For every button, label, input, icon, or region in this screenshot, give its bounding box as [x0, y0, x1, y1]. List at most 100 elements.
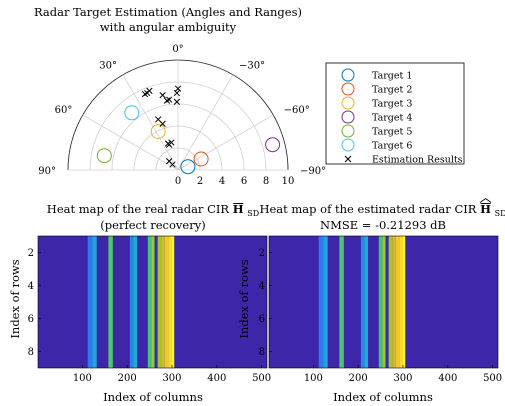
heatmap-estimated-ytick-0: 2 — [259, 248, 265, 259]
polar-angle-tick-0: 0° — [172, 44, 183, 55]
polar-estimates — [141, 85, 182, 168]
heatmap-estimated-stripe-3 — [360, 236, 365, 368]
polar-radial-tick-2: 4 — [219, 176, 225, 187]
heatmap-real-stripe-10 — [164, 236, 169, 368]
heatmap-real-ytick-2: 6 — [28, 314, 34, 325]
legend-marker-target-5 — [341, 124, 355, 138]
heatmap-estimated-title: Heat map of the estimated radar CIR H SD — [259, 202, 505, 218]
heatmap-estimated-ytick-1: 4 — [259, 281, 265, 292]
target-marker-1 — [180, 159, 196, 175]
estimate-marker-6 — [166, 96, 173, 103]
polar-angle-tick-3: −90° — [300, 166, 326, 177]
legend-label-estimation: Estimation Results — [372, 155, 463, 166]
heatmap-estimated-title-subscript: SD — [495, 209, 505, 218]
estimate-marker-3 — [146, 87, 153, 94]
heatmap-real-ytick-1: 4 — [28, 281, 34, 292]
heatmap-estimated-plot: 100 200 300 400 500 2 4 6 8 — [259, 235, 502, 384]
heatmap-real-stripe-2 — [108, 236, 113, 368]
target-marker-3 — [150, 124, 166, 139]
legend-label-target-6: Target 6 — [372, 141, 412, 152]
legend-marker-target-4 — [341, 110, 355, 124]
heatmap-estimated-xlabel: Index of columns — [333, 390, 433, 404]
heatmap-real-frame — [37, 235, 268, 369]
heatmap-real-plot: 100 200 300 400 500 2 4 6 8 — [28, 235, 271, 384]
heatmap-real-stripe-7 — [155, 236, 158, 368]
heatmap-real-stripe-9 — [161, 236, 165, 368]
estimate-marker-14 — [168, 139, 175, 146]
heatmap-estimated-stripe-5 — [378, 236, 383, 368]
heatmap-estimated-xtick-3: 400 — [438, 373, 457, 384]
legend-marker-target-3 — [341, 96, 355, 110]
heatmap-estimated-stripe-8 — [388, 236, 393, 368]
heatmap-estimated-ylabel: Index of rows — [237, 259, 251, 338]
heatmap-estimated-xtick-1: 200 — [349, 373, 368, 384]
heatmap-real-stripe-1 — [92, 236, 97, 368]
heatmap-estimated-stripe-7 — [386, 236, 389, 368]
polar-title: Radar Target Estimation (Angles and Rang… — [34, 5, 302, 19]
legend-marker-target-6 — [341, 138, 355, 152]
target-marker-2 — [193, 151, 209, 167]
polar-radial-tick-1: 2 — [197, 176, 203, 187]
heatmap-real-xtick-4: 500 — [252, 373, 271, 384]
heatmap-estimated-stripe-12 — [402, 236, 406, 368]
heatmap-real-title-symbol: H — [233, 202, 244, 216]
heatmap-real-xtick-1: 200 — [118, 373, 137, 384]
heatmap-real-stripe-5 — [147, 236, 152, 368]
heatmap-estimated-xtick-4: 500 — [483, 373, 502, 384]
heatmap-real: Heat map of the real radar CIR H SD (per… — [8, 202, 271, 404]
legend-label-target-1: Target 1 — [372, 71, 412, 82]
heatmap-estimated-stripe-10 — [395, 236, 400, 368]
polar-spoke-5 — [82, 114, 179, 171]
polar-angle-tick-4: 30° — [99, 60, 117, 71]
legend-label-target-3: Target 3 — [372, 99, 412, 110]
heatmap-real-stripe-11 — [168, 236, 172, 368]
polar-chart: Radar Target Estimation (Angles and Rang… — [34, 5, 326, 187]
heatmap-estimated-xtick-0: 100 — [304, 373, 323, 384]
target-marker-6 — [124, 105, 140, 121]
heatmap-real-stripe-12 — [171, 236, 175, 368]
legend-label-target-4: Target 4 — [372, 113, 412, 124]
heatmap-real-stripe-4 — [133, 236, 138, 368]
polar-angle-tick-1: −30° — [239, 60, 265, 71]
estimate-marker-8 — [174, 85, 182, 92]
heatmap-real-xlabel: Index of columns — [103, 390, 203, 404]
heatmap-real-xtick-3: 400 — [207, 373, 226, 384]
heatmap-estimated-frame — [268, 235, 499, 369]
polar-radial-tick-5: 10 — [282, 176, 295, 187]
legend-marker-estimation — [344, 155, 352, 163]
polar-subtitle: with angular ambiguity — [100, 20, 237, 34]
heatmap-real-title-text: Heat map of the real radar CIR — [47, 202, 230, 216]
target-marker-5 — [96, 148, 112, 164]
legend-marker-target-1 — [341, 68, 355, 82]
legend-label-target-2: Target 2 — [372, 85, 412, 96]
heatmap-estimated-title-symbol: H — [480, 202, 491, 216]
heatmap-real-subtitle: (perfect recovery) — [100, 218, 205, 232]
heatmap-estimated-xtick-2: 300 — [393, 373, 412, 384]
polar-grid — [67, 59, 289, 171]
heatmap-real-ylabel: Index of rows — [8, 259, 22, 338]
legend-items: Target 1 Target 2 Target 3 Target 4 Target 5… — [341, 68, 463, 166]
heatmap-estimated-stripe-0 — [318, 236, 324, 368]
legend-label-target-5: Target 5 — [372, 127, 412, 138]
heatmap-estimated-subtitle: NMSE = -0.21293 dB — [320, 218, 446, 232]
estimate-marker-11 — [159, 120, 166, 127]
polar-angle-tick-6: 90° — [38, 166, 56, 177]
heatmap-estimated-stripe-1 — [323, 236, 328, 368]
heatmap-estimated-stripe-6 — [382, 236, 386, 368]
heatmap-estimated: Heat map of the estimated radar CIR H SD… — [237, 197, 505, 404]
heatmap-real-stripe-3 — [129, 236, 134, 368]
polar-angle-tick-5: 60° — [55, 105, 73, 116]
heatmap-real-xtick-2: 300 — [162, 373, 181, 384]
heatmap-estimated-ytick-2: 6 — [259, 314, 265, 325]
heatmap-real-title: Heat map of the real radar CIR H SD — [47, 202, 259, 218]
polar-radial-tick-4: 8 — [263, 176, 269, 187]
heatmap-real-title-subscript: SD — [247, 209, 259, 218]
heatmap-estimated-title-hat — [479, 197, 492, 203]
polar-radial-tick-3: 6 — [241, 176, 247, 187]
polar-tick-labels: 0 2 4 6 8 10 0° −30° −60° −90° 30° 60° 90° — [38, 44, 326, 187]
estimate-marker-4 — [159, 92, 166, 99]
estimate-marker-9 — [173, 98, 181, 105]
polar-spoke-1 — [177, 74, 234, 171]
legend-marker-target-2 — [341, 82, 355, 96]
polar-angle-tick-2: −60° — [284, 105, 310, 116]
